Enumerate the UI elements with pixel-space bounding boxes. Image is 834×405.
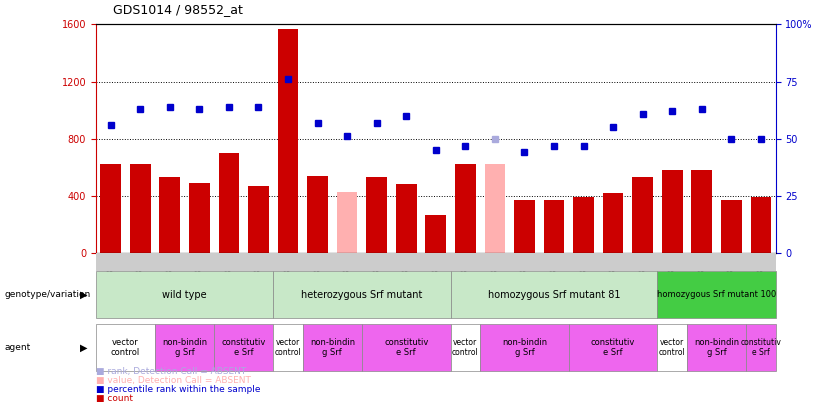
Bar [219,153,239,253]
Bar [662,170,682,253]
Text: wild type: wild type [163,290,207,300]
Text: constitutiv
e Srf: constitutiv e Srf [222,338,266,357]
Text: homozygous Srf mutant 81: homozygous Srf mutant 81 [488,290,620,300]
Bar [396,185,416,253]
Bar [130,164,151,253]
Text: non-bindin
g Srf: non-bindin g Srf [162,338,207,357]
Bar [248,186,269,253]
Bar [632,177,653,253]
Text: ■ value, Detection Call = ABSENT: ■ value, Detection Call = ABSENT [96,376,251,385]
Bar [159,177,180,253]
Bar [603,193,624,253]
Text: constitutiv
e Srf: constitutiv e Srf [591,338,636,357]
Bar [307,176,328,253]
Text: ■ count: ■ count [96,394,133,403]
Text: heterozygous Srf mutant: heterozygous Srf mutant [301,290,423,300]
Bar [751,197,771,253]
Text: agent: agent [4,343,30,352]
Bar [189,183,209,253]
Text: non-bindin
g Srf: non-bindin g Srf [502,338,547,357]
Text: constitutiv
e Srf: constitutiv e Srf [741,338,781,357]
Bar [278,29,299,253]
Text: vector
control: vector control [111,338,140,357]
Bar [366,177,387,253]
Text: ▶: ▶ [80,342,88,352]
Bar [485,164,505,253]
Bar [455,164,475,253]
Text: non-bindin
g Srf: non-bindin g Srf [309,338,355,357]
Text: ■ percentile rank within the sample: ■ percentile rank within the sample [96,385,260,394]
Text: homozygous Srf mutant 100: homozygous Srf mutant 100 [657,290,776,299]
Bar [425,215,446,253]
Text: vector
control: vector control [274,338,301,357]
Bar [100,164,121,253]
Bar [721,200,741,253]
Bar [514,200,535,253]
Bar [691,170,712,253]
Bar [573,197,594,253]
Text: GDS1014 / 98552_at: GDS1014 / 98552_at [113,3,243,16]
Text: vector
control: vector control [452,338,479,357]
Text: vector
control: vector control [659,338,686,357]
Bar [544,200,565,253]
Text: ■ rank, Detection Call = ABSENT: ■ rank, Detection Call = ABSENT [96,367,246,376]
Text: genotype/variation: genotype/variation [4,290,90,299]
Text: ▶: ▶ [80,290,88,300]
Text: constitutiv
e Srf: constitutiv e Srf [384,338,429,357]
Bar [337,192,358,253]
Text: non-bindin
g Srf: non-bindin g Srf [694,338,739,357]
